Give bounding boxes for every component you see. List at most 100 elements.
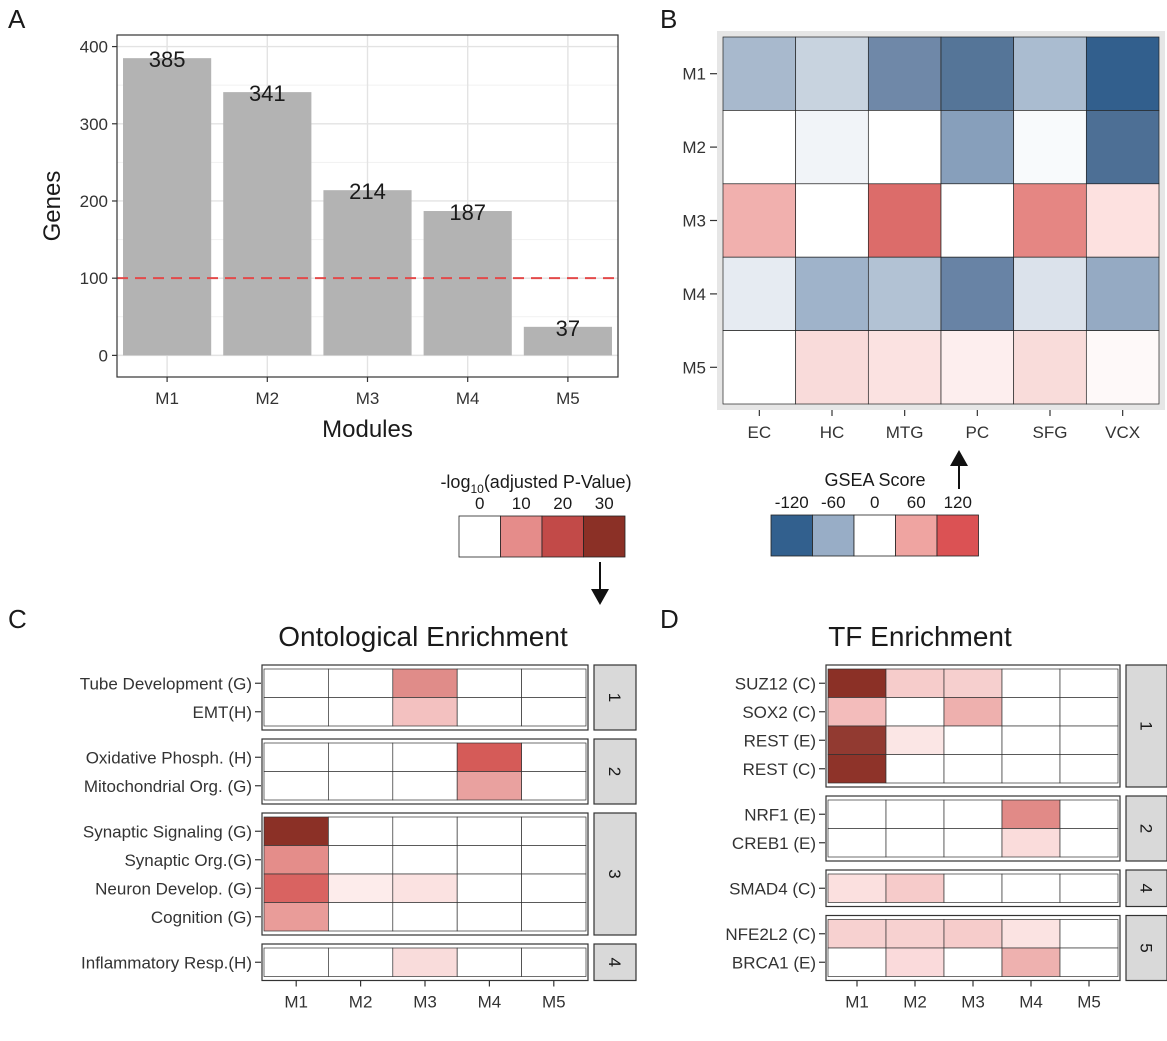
heatmap-cell-m4-sfg bbox=[1013, 256, 1087, 331]
heatmap-cell-m4-pc bbox=[940, 256, 1015, 331]
legends: GSEA Score-120 -60 0 60 120-log10(adjusted P… bbox=[440, 450, 979, 605]
heatmap-cell bbox=[1059, 754, 1119, 784]
facet-strip bbox=[1125, 914, 1167, 982]
heatmap-cell bbox=[1059, 828, 1119, 858]
column-label: M3 bbox=[961, 993, 985, 1012]
panel-b-heatmap: M1 M2 M3 M4 M5 EC HC MTG PC SFG VCX bbox=[682, 31, 1165, 442]
heatmap-cell bbox=[392, 668, 458, 698]
panel-a-bar-chart: 385 341 214 187 37 0 100 200 300 400 M1 M2 M3 M4 M5 Mod… bbox=[39, 34, 619, 443]
facet-strip-label: 4 bbox=[1137, 884, 1156, 893]
gsea-legend-swatch bbox=[936, 514, 979, 557]
row-label: Synaptic Org.(G) bbox=[124, 851, 252, 870]
row-label: NFE2L2 (C) bbox=[725, 925, 816, 944]
heatmap-cell-m1-ec bbox=[722, 36, 797, 111]
heatmap-cell bbox=[328, 668, 394, 698]
gsea-legend-swatch bbox=[812, 514, 855, 557]
heatmap-cell bbox=[943, 947, 1003, 977]
heatmap-cell bbox=[827, 697, 887, 727]
heatmap-cell bbox=[943, 873, 1003, 903]
heatmap-cell bbox=[885, 754, 945, 784]
heatmap-cell-m2-mtg bbox=[867, 110, 942, 185]
facet-strip-label: 5 bbox=[1137, 943, 1156, 952]
heatmap-cell bbox=[456, 947, 522, 977]
heatmap-cell bbox=[521, 845, 587, 875]
arrow-down-head bbox=[591, 589, 609, 605]
row-label: REST (E) bbox=[744, 731, 816, 750]
column-label: PC bbox=[966, 423, 990, 442]
heatmap-cell bbox=[521, 816, 587, 846]
heatmap-cell bbox=[885, 799, 945, 829]
heatmap-cell bbox=[885, 828, 945, 858]
heatmap-cell-m4-hc bbox=[795, 256, 869, 331]
facet-strip bbox=[593, 943, 637, 982]
row-label: M2 bbox=[682, 138, 706, 157]
heatmap-cell bbox=[521, 668, 587, 698]
row-label: M3 bbox=[682, 212, 706, 231]
heatmap-cell-m3-sfg bbox=[1013, 183, 1087, 258]
heatmap-cell-m1-mtg bbox=[867, 36, 942, 111]
facet-strip bbox=[593, 812, 637, 936]
heatmap-cell bbox=[392, 845, 458, 875]
heatmap-cell bbox=[392, 816, 458, 846]
panel-letter-d: D bbox=[660, 604, 679, 634]
heatmap-cell bbox=[456, 816, 522, 846]
heatmap-cell bbox=[263, 873, 329, 903]
heatmap-cell bbox=[943, 919, 1003, 949]
heatmap-cell bbox=[1001, 919, 1061, 949]
heatmap-cell bbox=[392, 947, 458, 977]
heatmap-cell bbox=[885, 668, 945, 698]
pvalue-legend-title-suffix: (adjusted P-Value) bbox=[484, 472, 632, 492]
heatmap-cell-m3-mtg bbox=[867, 183, 942, 258]
heatmap-cell bbox=[392, 771, 458, 801]
panel-letter-b: B bbox=[660, 4, 677, 34]
heatmap-cell bbox=[456, 668, 522, 698]
pvalue-legend-swatch bbox=[458, 515, 501, 558]
heatmap-cell bbox=[521, 902, 587, 932]
gsea-legend-swatch bbox=[895, 514, 938, 557]
heatmap-cell bbox=[456, 742, 522, 772]
bar-m5 bbox=[523, 326, 612, 356]
heatmap-cell bbox=[885, 919, 945, 949]
heatmap-cell bbox=[263, 771, 329, 801]
heatmap-cell bbox=[521, 947, 587, 977]
heatmap-cell bbox=[328, 873, 394, 903]
heatmap-cell bbox=[827, 828, 887, 858]
row-label: SOX2 (C) bbox=[742, 703, 816, 722]
x-tick-label: M2 bbox=[255, 389, 279, 408]
column-label: M4 bbox=[478, 993, 502, 1012]
y-tick-label: 200 bbox=[80, 192, 108, 211]
gsea-legend-tick: -60 bbox=[821, 493, 846, 512]
heatmap-cell bbox=[1001, 668, 1061, 698]
heatmap-cell bbox=[456, 771, 522, 801]
heatmap-cell bbox=[328, 742, 394, 772]
pvalue-legend-tick: 20 bbox=[553, 494, 572, 513]
heatmap-cell bbox=[827, 919, 887, 949]
facet-strip bbox=[1125, 869, 1167, 908]
heatmap-cell bbox=[392, 697, 458, 727]
heatmap-cell bbox=[521, 742, 587, 772]
x-tick-label: M1 bbox=[155, 389, 179, 408]
gsea-legend-tick: 0 bbox=[870, 493, 879, 512]
pvalue-legend-swatch bbox=[541, 515, 584, 558]
column-label: HC bbox=[820, 423, 845, 442]
x-tick-label: M3 bbox=[356, 389, 380, 408]
heatmap-cell bbox=[392, 902, 458, 932]
column-label: MTG bbox=[886, 423, 924, 442]
row-label: NRF1 (E) bbox=[744, 805, 816, 824]
heatmap-cell-m5-ec bbox=[722, 330, 797, 405]
row-label: Cognition (G) bbox=[151, 908, 252, 927]
panel-title: TF Enrichment bbox=[828, 621, 1012, 652]
bar-value-label: 37 bbox=[556, 316, 580, 341]
column-label: M1 bbox=[284, 993, 308, 1012]
facet-strip bbox=[1125, 664, 1167, 788]
pvalue-legend-swatch bbox=[583, 515, 626, 558]
column-label: M3 bbox=[413, 993, 437, 1012]
pvalue-legend-title: -log10(adjusted P-Value) bbox=[440, 472, 631, 496]
heatmap-cell bbox=[885, 947, 945, 977]
heatmap-cell bbox=[1001, 799, 1061, 829]
row-label: M1 bbox=[682, 65, 706, 84]
column-label: M5 bbox=[542, 993, 566, 1012]
row-label: Oxidative Phosph. (H) bbox=[86, 748, 252, 767]
heatmap-cell-m5-mtg bbox=[867, 330, 942, 405]
facet-strip-label: 1 bbox=[605, 693, 624, 702]
